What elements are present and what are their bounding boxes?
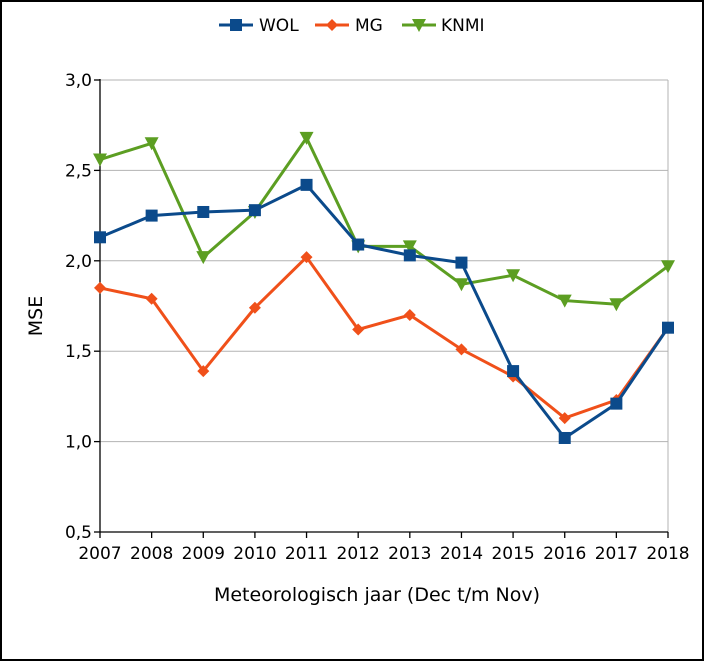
legend-label-mg: MG	[355, 16, 383, 36]
data-point-wol	[403, 249, 416, 262]
x-tick-label: 2009	[182, 544, 225, 564]
data-point-wol	[248, 204, 261, 217]
data-point-knmi	[93, 153, 107, 167]
series-mg	[94, 251, 674, 425]
data-point-wol	[507, 365, 520, 378]
x-tick-label: 2013	[388, 544, 431, 564]
data-point-knmi	[299, 131, 314, 145]
data-point-mg	[558, 412, 571, 425]
data-point-wol	[455, 256, 468, 269]
legend-marker-knmi	[412, 19, 426, 32]
y-tick-label: 2,5	[65, 161, 92, 181]
y-tick-label: 1,0	[65, 433, 92, 453]
legend: WOL MG KNMI	[219, 16, 485, 36]
data-point-wol	[197, 205, 210, 218]
y-tick-label: 1,5	[65, 342, 92, 362]
series-line-knmi	[99, 134, 669, 306]
data-point-mg	[197, 365, 210, 378]
x-tick-label: 2011	[285, 544, 328, 564]
series-line-wol	[99, 183, 670, 441]
y-tick-label: 3,0	[65, 71, 92, 91]
data-point-mg	[145, 292, 158, 305]
data-point-knmi	[506, 269, 521, 283]
data-point-mg	[455, 343, 468, 356]
data-point-mg	[352, 323, 365, 336]
series-line-mg	[99, 254, 670, 420]
legend-marker-mg	[326, 19, 338, 31]
x-axis-ticks: 2007 2008 2009 2010 2011 2012 2013 2014 2015 2016…	[78, 532, 690, 564]
data-point-wol	[610, 397, 623, 410]
data-point-mg	[248, 301, 261, 314]
data-point-knmi	[402, 240, 417, 254]
series-group	[93, 131, 675, 444]
data-point-wol	[662, 321, 674, 334]
x-tick-label: 2016	[543, 544, 586, 564]
x-tick-label: 2008	[130, 544, 173, 564]
data-point-wol	[94, 231, 106, 244]
data-point-knmi	[144, 137, 159, 151]
data-point-mg	[403, 309, 416, 322]
x-tick-label: 2007	[78, 544, 121, 564]
data-point-knmi	[609, 298, 624, 312]
data-point-mg	[94, 281, 106, 294]
data-point-wol	[145, 209, 158, 222]
x-axis-label: Meteorologisch jaar (Dec t/m Nov)	[214, 584, 540, 606]
legend-item-knmi: KNMI	[402, 16, 485, 36]
series-knmi	[93, 131, 675, 312]
x-tick-label: 2012	[337, 544, 380, 564]
legend-item-wol: WOL	[219, 16, 299, 36]
data-point-wol	[352, 238, 365, 251]
data-point-mg	[300, 251, 313, 264]
axes	[99, 79, 668, 533]
x-tick-label: 2017	[595, 544, 638, 564]
x-tick-label: 2018	[646, 544, 689, 564]
legend-label-wol: WOL	[259, 16, 299, 36]
data-point-wol	[558, 431, 571, 444]
legend-marker-wol	[230, 19, 242, 31]
data-point-knmi	[557, 294, 572, 308]
legend-label-knmi: KNMI	[441, 16, 485, 36]
series-wol	[94, 178, 674, 444]
data-point-knmi	[196, 251, 211, 265]
data-point-knmi	[661, 260, 675, 274]
grid	[100, 79, 669, 532]
x-tick-label: 2010	[233, 544, 276, 564]
legend-item-mg: MG	[315, 16, 383, 36]
y-tick-label: 2,0	[65, 252, 92, 272]
y-tick-label: 0,5	[65, 523, 92, 543]
x-tick-label: 2015	[491, 544, 534, 564]
y-axis-ticks: 0,5 1,0 1,5 2,0 2,5 3,0	[65, 71, 100, 543]
x-tick-label: 2014	[440, 544, 483, 564]
data-point-knmi	[454, 278, 469, 292]
y-axis-label: MSE	[25, 296, 47, 336]
data-point-wol	[300, 178, 313, 191]
